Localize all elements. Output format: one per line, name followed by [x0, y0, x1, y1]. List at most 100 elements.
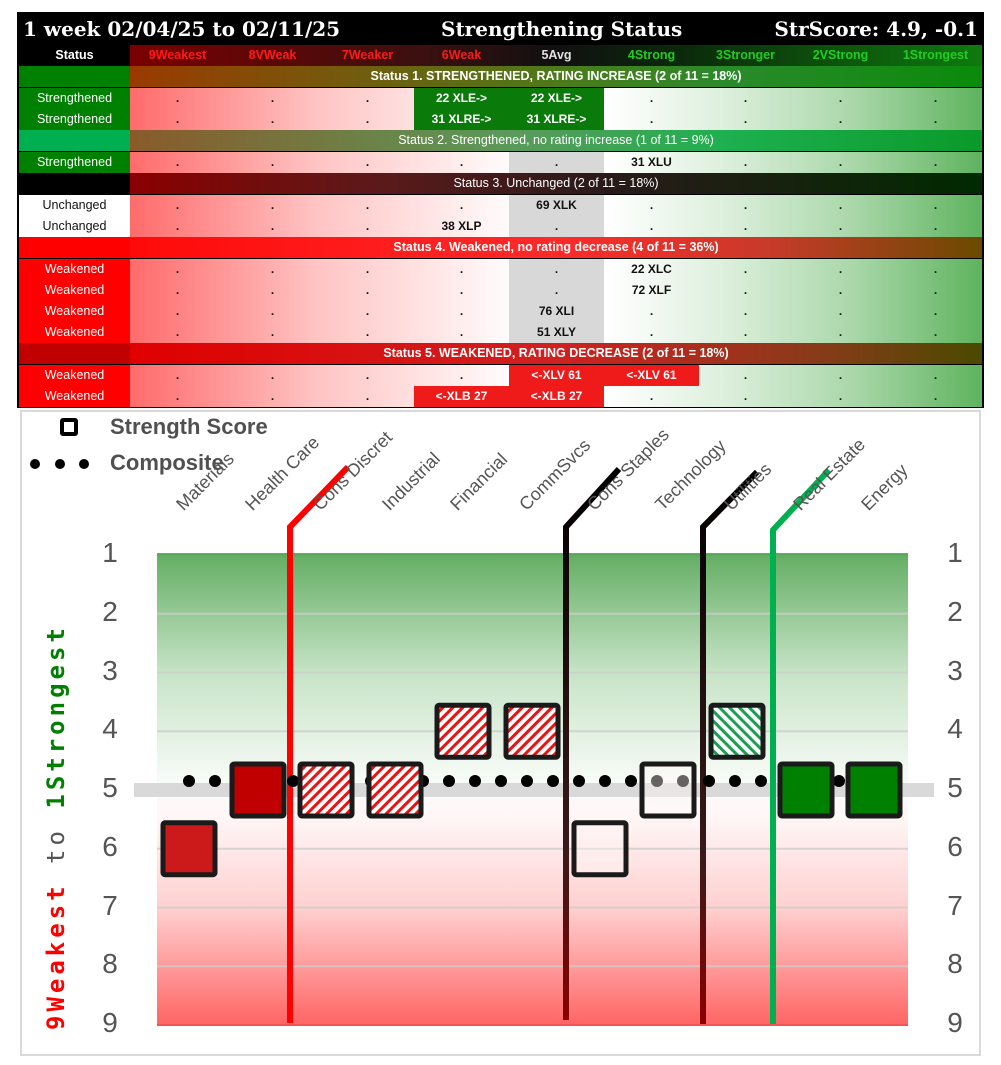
group-separator	[19, 407, 982, 408]
row-status: Strengthened	[19, 109, 130, 130]
group-gradient	[130, 237, 982, 258]
strength-square-utilities	[708, 702, 766, 760]
y-axis-label-to: to	[42, 808, 70, 883]
right-y-tick: 1	[947, 537, 963, 568]
empty-cell: .	[365, 112, 370, 126]
table-header-row: Status 9Weakest 8VWeak 7Weaker 6Weak 5Avg 4St…	[19, 45, 982, 66]
group-gradient	[130, 130, 982, 151]
empty-cell: .	[365, 283, 370, 297]
row-status: Unchanged	[19, 216, 130, 237]
empty-cell: .	[459, 325, 464, 339]
y-axis-label-strongest: 1Strongest	[42, 624, 70, 809]
empty-cell: .	[365, 389, 370, 403]
empty-cell: .	[365, 325, 370, 339]
empty-cell: .	[743, 155, 748, 169]
left-y-tick: 3	[102, 654, 118, 686]
empty-cell: .	[270, 219, 275, 233]
empty-cell: .	[270, 262, 275, 276]
empty-cell: .	[365, 262, 370, 276]
empty-cell: .	[459, 198, 464, 212]
group-status-swatch	[19, 173, 130, 194]
empty-cell: .	[175, 112, 180, 126]
header-col-8vweak: 8VWeak	[248, 48, 297, 62]
group-label: Status 3. Unchanged (2 of 11 = 18%)	[453, 176, 659, 190]
left-y-tick: 9	[102, 1007, 118, 1038]
strengthening-status-table: 1 week 02/04/25 to 02/11/25 Strengthenin…	[17, 12, 984, 408]
left-y-tick: 8	[102, 948, 118, 980]
gridline	[157, 612, 908, 615]
empty-cell: .	[459, 155, 464, 169]
avg-column-bg	[509, 322, 604, 343]
row-status: Strengthened	[19, 152, 130, 173]
y-axis-label: 9Weakest to 1Strongest	[42, 624, 70, 1030]
table-row: Weakened.... 51 XLY....	[19, 322, 982, 343]
header-col-3stronger: 3Stronger	[715, 48, 776, 62]
rating-cell: 69 XLK	[536, 198, 577, 212]
composite-dot	[209, 775, 221, 787]
empty-cell: .	[933, 389, 938, 403]
composite-dot	[755, 775, 767, 787]
empty-cell: .	[365, 219, 370, 233]
strength-square-technology	[639, 761, 697, 819]
row-status: Weakened	[19, 365, 130, 386]
header-col-7weaker: 7Weaker	[341, 48, 394, 62]
rating-cell: <-XLV 61	[509, 365, 604, 386]
empty-cell: .	[743, 368, 748, 382]
strength-square-materials	[160, 820, 218, 878]
composite-legend-icon	[30, 459, 89, 469]
empty-cell: .	[743, 112, 748, 126]
header-col-9weakest: 9Weakest	[148, 48, 207, 62]
rating-cell: 38 XLP	[441, 219, 482, 233]
empty-cell: .	[838, 389, 843, 403]
empty-cell: .	[365, 155, 370, 169]
table-row: Unchanged... 38 XLP.....	[19, 216, 982, 237]
strength-square-commsvcs	[503, 702, 561, 760]
composite-dot	[495, 775, 507, 787]
table-row: Weakened.... 76 XLI....	[19, 301, 982, 322]
strength-square-real-estate	[777, 761, 835, 819]
empty-cell: .	[459, 283, 464, 297]
status-group-header-4: Status 4. Weakened, no rating decrease (…	[19, 237, 982, 258]
empty-cell: .	[649, 389, 654, 403]
empty-cell: .	[175, 304, 180, 318]
empty-cell: .	[554, 219, 559, 233]
gridline	[157, 965, 908, 968]
rating-cell: 22 XLE->	[414, 88, 509, 109]
strength-score-legend-icon	[60, 418, 78, 436]
composite-dot	[703, 775, 715, 787]
rating-cell: <-XLV 61	[604, 365, 699, 386]
empty-cell: .	[270, 112, 275, 126]
gridline	[157, 1024, 908, 1026]
group-gradient	[130, 66, 982, 87]
strength-square-financial	[434, 702, 492, 760]
strscore-summary: StrScore: 4.9, -0.1	[774, 17, 978, 41]
legend-composite: Composite	[110, 450, 224, 475]
empty-cell: .	[838, 198, 843, 212]
empty-cell: .	[175, 325, 180, 339]
empty-cell: .	[743, 304, 748, 318]
table-row: Weakened.... <-XLV 61 <-XLV 61...	[19, 365, 982, 386]
group-status-swatch	[19, 237, 130, 258]
header-col-5avg: 5Avg	[541, 48, 572, 62]
row-status: Weakened	[19, 301, 130, 322]
table-row: Strengthened..... 31 XLU...	[19, 152, 982, 173]
group-label: Status 1. STRENGTHENED, RATING INCREASE …	[370, 69, 742, 83]
right-y-tick: 2	[947, 595, 963, 627]
empty-cell: .	[838, 304, 843, 318]
empty-cell: .	[270, 325, 275, 339]
left-y-tick: 4	[102, 713, 118, 745]
empty-cell: .	[459, 304, 464, 318]
rating-cell: 22 XLE->	[509, 88, 604, 109]
right-y-tick: 6	[947, 830, 963, 862]
composite-dot	[599, 775, 611, 787]
rating-cell: 31 XLRE->	[414, 109, 509, 130]
rating-cell: 72 XLF	[631, 283, 672, 297]
composite-dot	[729, 775, 741, 787]
strength-score-squares	[160, 702, 903, 878]
empty-cell: .	[175, 262, 180, 276]
left-y-tick: 7	[102, 889, 118, 921]
avg-column-bg	[509, 301, 604, 322]
composite-dot	[625, 775, 637, 787]
legend-strength-score: Strength Score	[110, 414, 268, 439]
row-status: Weakened	[19, 322, 130, 343]
